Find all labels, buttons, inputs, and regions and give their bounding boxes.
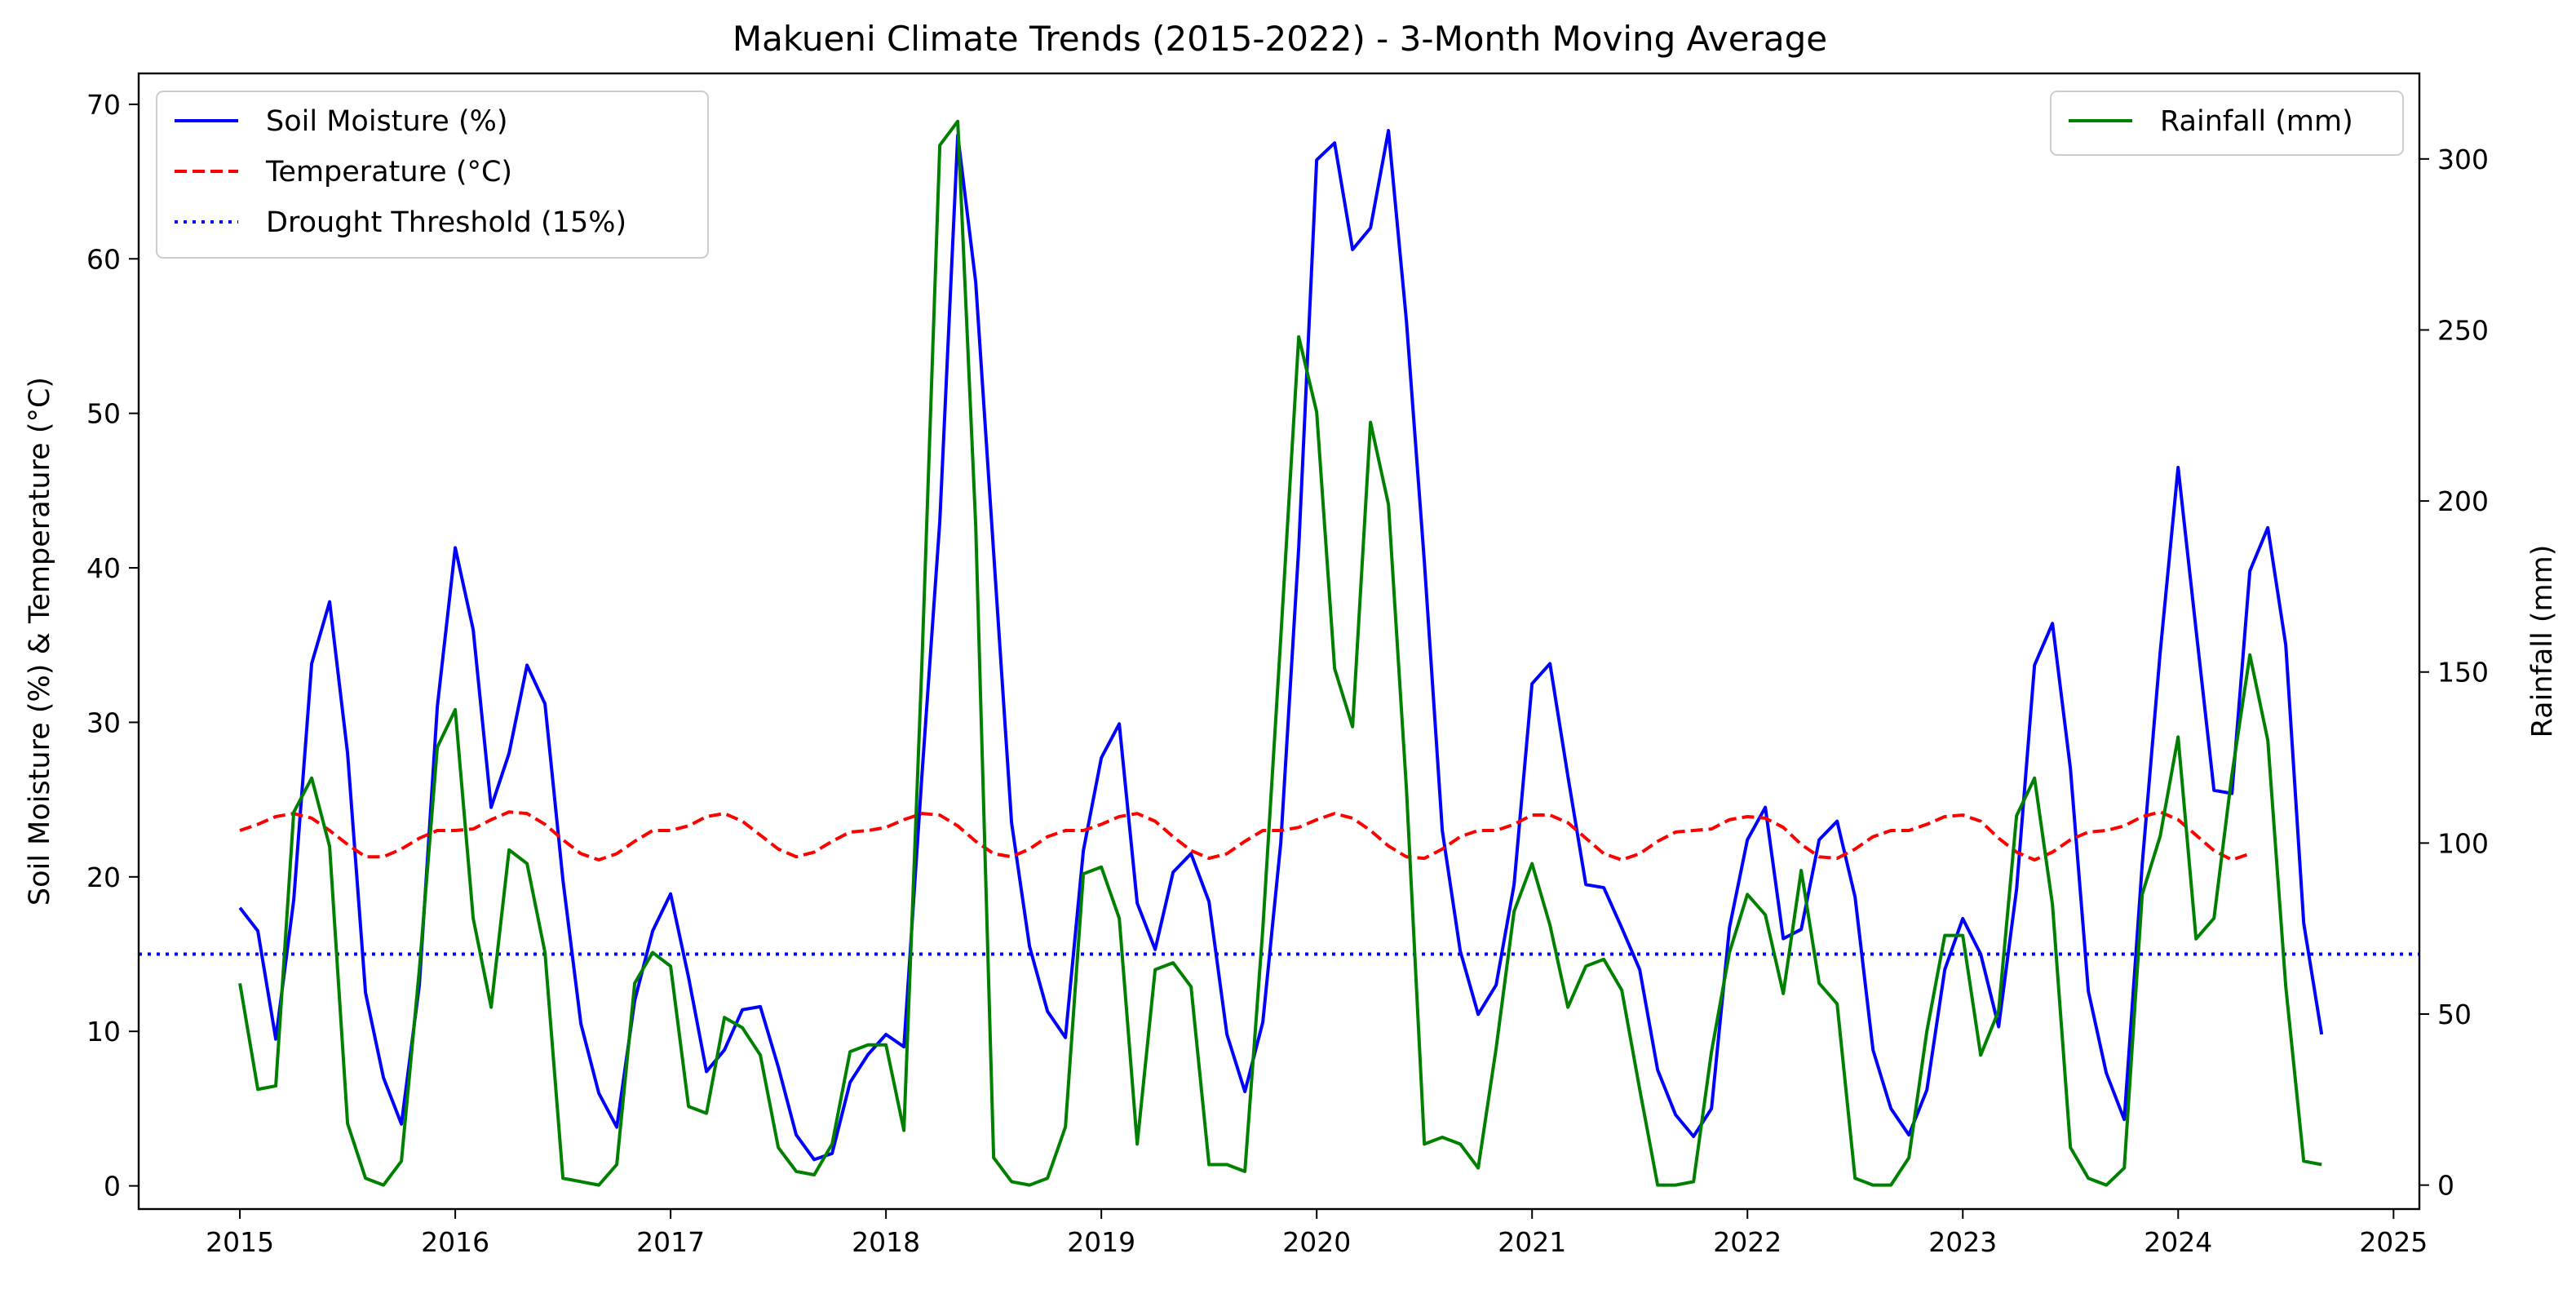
series-line-rainfall-mm bbox=[238, 119, 2322, 1187]
y-right-tick-label: 200 bbox=[2437, 485, 2489, 517]
chart-title: Makueni Climate Trends (2015-2022) - 3-M… bbox=[733, 19, 1827, 59]
legend-label-rainfall: Rainfall (mm) bbox=[2160, 105, 2353, 138]
y-left-tick-label: 30 bbox=[86, 707, 121, 738]
y-right-tick-label: 150 bbox=[2437, 657, 2489, 689]
y-left-tick-label: 0 bbox=[104, 1171, 121, 1203]
y-axis-left: 0 10 20 30 40 50 60 70 bbox=[86, 89, 139, 1203]
x-axis: 2015 2016 2017 2018 2019 2020 2021 2022 2023 2024… bbox=[206, 1209, 2428, 1258]
series-line-temperature-c bbox=[239, 810, 2251, 862]
legend-left-box bbox=[156, 91, 709, 259]
y-right-tick-label: 100 bbox=[2437, 827, 2489, 859]
x-tick-label: 2017 bbox=[636, 1226, 705, 1258]
legend-right-box bbox=[2050, 91, 2404, 156]
y-axis-right: 0 50 100 150 200 250 300 bbox=[2419, 144, 2489, 1202]
y-left-tick-label: 10 bbox=[86, 1016, 121, 1048]
x-tick-label: 2023 bbox=[1928, 1226, 1997, 1258]
legend-right: Rainfall (mm) bbox=[2050, 91, 2404, 156]
series-line-soil-moisture bbox=[238, 129, 2324, 1162]
y-left-tick-label: 40 bbox=[86, 552, 121, 584]
x-tick-label: 2018 bbox=[852, 1226, 920, 1258]
legend-label-soil-moisture: Soil Moisture (%) bbox=[266, 105, 508, 138]
x-tick-label: 2025 bbox=[2359, 1226, 2428, 1258]
x-tick-label: 2019 bbox=[1067, 1226, 1135, 1258]
y-left-tick-label: 70 bbox=[86, 89, 121, 121]
series-layer bbox=[139, 119, 2419, 1187]
x-tick-label: 2016 bbox=[421, 1226, 489, 1258]
y-right-tick-label: 0 bbox=[2437, 1170, 2454, 1202]
y-left-tick-label: 20 bbox=[86, 862, 121, 893]
y-right-tick-label: 300 bbox=[2437, 144, 2489, 175]
x-tick-label: 2024 bbox=[2144, 1226, 2212, 1258]
y-axis-right-label: Rainfall (mm) bbox=[2526, 545, 2559, 738]
plot-frame bbox=[137, 72, 2421, 1211]
legend-label-drought-threshold: Drought Threshold (15%) bbox=[266, 206, 626, 239]
y-right-tick-label: 50 bbox=[2437, 999, 2472, 1030]
legend-left: Soil Moisture (%) Temperature (°C) Droug… bbox=[156, 91, 709, 259]
legend-label-temperature: Temperature (°C) bbox=[265, 156, 512, 188]
x-tick-label: 2020 bbox=[1282, 1226, 1351, 1258]
y-right-tick-label: 250 bbox=[2437, 314, 2489, 346]
y-left-tick-label: 60 bbox=[86, 243, 121, 275]
y-left-tick-label: 50 bbox=[86, 398, 121, 430]
x-tick-label: 2022 bbox=[1713, 1226, 1782, 1258]
x-tick-label: 2015 bbox=[206, 1226, 274, 1258]
x-tick-label: 2021 bbox=[1498, 1226, 1566, 1258]
y-axis-left-label: Soil Moisture (%) & Temperature (°C) bbox=[24, 377, 56, 906]
